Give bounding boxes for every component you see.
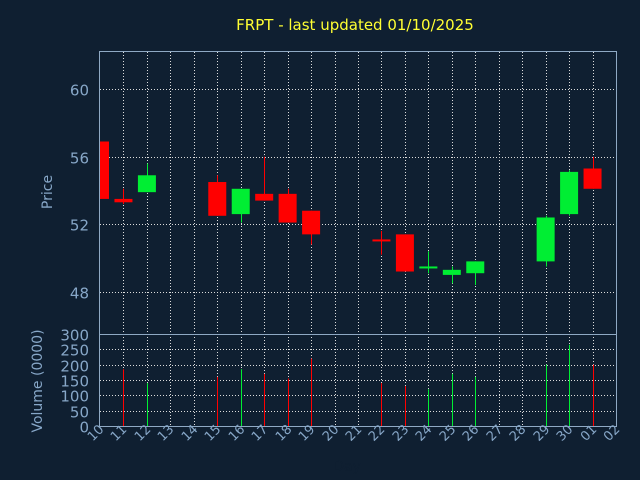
day-tick-label-25: 25 xyxy=(437,422,459,444)
day-tick-label-28: 28 xyxy=(507,422,529,444)
volume-tick-label-200: 200 xyxy=(60,358,89,376)
day-tick-label-13: 13 xyxy=(155,422,177,444)
candle-body-29 xyxy=(536,217,555,262)
candle-body-15 xyxy=(208,182,227,216)
day-tick-label-24: 24 xyxy=(413,422,435,444)
day-tick-label-16: 16 xyxy=(226,422,248,444)
candle-body-12 xyxy=(137,175,156,193)
candle-body-22 xyxy=(372,239,391,242)
candle-body-26 xyxy=(466,261,485,274)
day-tick-label-02: 02 xyxy=(601,422,623,444)
day-tick-label-26: 26 xyxy=(460,422,482,444)
volume-tick-label-50: 50 xyxy=(70,404,89,422)
candle-body-19 xyxy=(302,210,321,235)
day-tick-label-01: 01 xyxy=(578,422,600,444)
price-tick-label-48: 48 xyxy=(70,285,89,303)
day-tick-label-23: 23 xyxy=(390,422,412,444)
candle-body-30 xyxy=(560,171,579,215)
volume-panel-frame xyxy=(99,334,617,427)
volume-grid xyxy=(100,334,616,426)
candle-body-23 xyxy=(395,234,414,272)
volume-bars-layer xyxy=(123,344,594,426)
day-tick-label-19: 19 xyxy=(296,422,318,444)
price-grid xyxy=(100,52,616,334)
volume-tick-label-250: 250 xyxy=(60,342,89,360)
candle-body-24 xyxy=(419,266,438,269)
candle-body-25 xyxy=(442,269,461,275)
day-tick-label-14: 14 xyxy=(179,422,201,444)
day-tick-labels: 10 11 12 13 14 15 16 17 18 19 20 21 22 23 24 25 26 27 28 29… xyxy=(85,422,623,444)
volume-tick-label-100: 100 xyxy=(60,388,89,406)
volume-tick-label-150: 150 xyxy=(60,373,89,391)
chart-title: FRPT - last updated 01/10/2025 xyxy=(236,16,474,34)
x-axis-label: Day xyxy=(333,459,361,475)
volume-tick-label-0: 0 xyxy=(79,419,89,437)
day-tick-label-20: 20 xyxy=(320,422,342,444)
day-tick-label-29: 29 xyxy=(531,422,553,444)
candle-body-16 xyxy=(231,188,250,215)
price-tick-label-52: 52 xyxy=(70,217,89,235)
day-tick-label-11: 11 xyxy=(108,422,130,444)
day-tick-label-15: 15 xyxy=(202,422,224,444)
day-tick-label-27: 27 xyxy=(484,422,506,444)
volume-tick-label-300: 300 xyxy=(60,327,89,345)
price-tick-label-60: 60 xyxy=(70,82,89,100)
candle-body-17 xyxy=(255,193,274,201)
price-axis-label: Price xyxy=(40,175,56,209)
day-tick-label-17: 17 xyxy=(249,422,271,444)
candle-body-11 xyxy=(114,198,133,203)
price-tick-labels: 48 52 56 60 xyxy=(70,82,89,303)
candle-body-10 xyxy=(100,141,109,199)
day-tick-label-22: 22 xyxy=(366,422,388,444)
candle-body-18 xyxy=(278,193,297,223)
day-tick-label-12: 12 xyxy=(132,422,154,444)
day-tick-label-30: 30 xyxy=(554,422,576,444)
day-tick-label-21: 21 xyxy=(343,422,365,444)
candle-body-01 xyxy=(583,168,602,189)
volume-axis-label: Volume (0000) xyxy=(30,329,46,432)
candles-layer xyxy=(100,141,602,286)
day-tick-label-18: 18 xyxy=(273,422,295,444)
price-tick-label-56: 56 xyxy=(70,150,89,168)
